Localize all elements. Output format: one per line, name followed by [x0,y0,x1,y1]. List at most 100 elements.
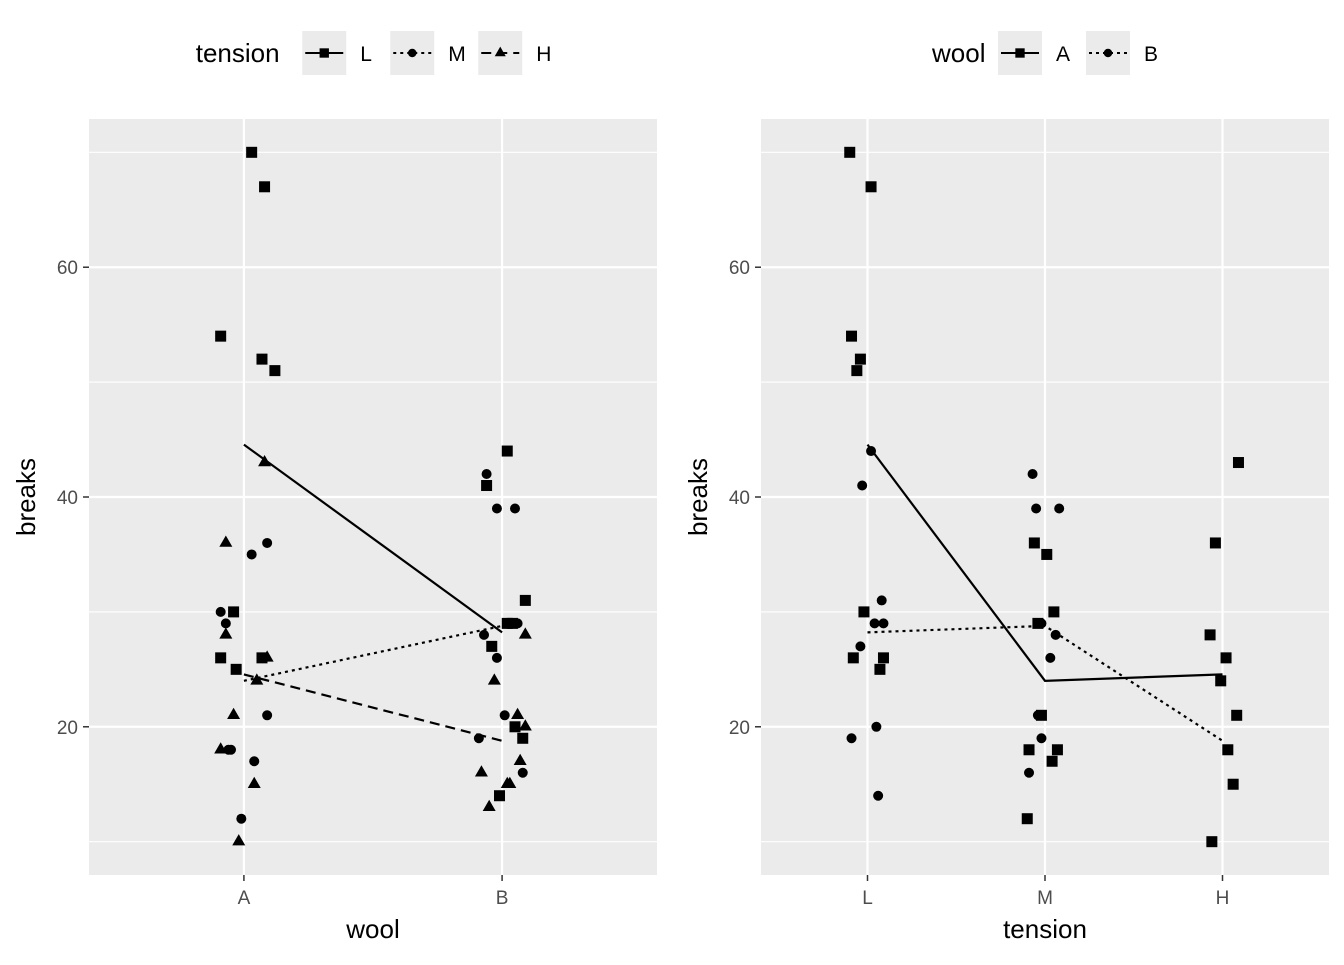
data-point-L [228,606,240,618]
data-point-H [258,455,272,467]
data-point-M [512,618,523,629]
legend-key-marker-A [1015,48,1025,58]
data-point-M [481,469,492,480]
mean-line-L [243,443,503,634]
y-tick-label: 60 [729,258,750,279]
data-point-B [873,790,884,801]
legend-label-B: B [1144,43,1158,66]
y-tick-label: 20 [57,718,78,739]
data-point-M [246,549,257,560]
data-point-A [1048,606,1060,618]
x-tick-label: A [238,888,251,909]
data-point-L [215,330,227,342]
data-point-M [215,606,226,617]
legend-key-marker-M [408,48,417,58]
data-point-H [232,834,246,846]
data-point-B [1036,733,1047,744]
data-point-M [236,813,247,824]
data-point-A [1220,652,1232,664]
y-tick-label: 40 [729,488,750,509]
data-point-B [871,721,882,732]
legend-label-M: M [448,43,466,66]
legend: wool A B [931,31,1158,75]
legend-key-marker-B [1103,48,1113,58]
data-point-A [1021,813,1033,825]
data-point-B [869,618,880,629]
data-point-B [876,595,887,606]
data-point-A [1051,744,1063,756]
data-point-M [220,618,231,629]
data-point-A [1028,537,1040,549]
y-tick-label: 40 [57,488,78,509]
data-point-M [510,503,520,514]
data-point-M [473,733,484,744]
x-tick-label: B [496,888,509,909]
data-point-H [511,707,525,720]
y-tick-label: 20 [729,718,750,739]
x-axis-title: wool [345,914,399,944]
data-point-L [246,146,258,158]
data-point-B [878,618,889,629]
legend-label-A: A [1056,43,1070,66]
data-point-A [847,652,859,664]
legend-key-marker-H [494,46,506,57]
data-point-B [1027,469,1038,480]
data-point-B [1054,503,1065,514]
y-axis-title: breaks [11,458,41,536]
data-point-A [1222,744,1234,756]
data-point-H [214,742,228,754]
data-point-L [486,640,498,652]
data-point-B [866,446,877,457]
data-point-B [1024,767,1035,778]
data-point-H [500,776,514,788]
data-point-H [518,719,532,731]
data-point-A [865,181,877,193]
data-point-A [854,353,866,365]
data-point-L [230,663,242,675]
data-point-H [513,753,527,766]
data-point-L [259,181,271,193]
data-point-A [1046,755,1058,767]
data-point-A [1231,709,1243,721]
data-point-A [1209,537,1221,549]
y-tick-label: 60 [57,258,78,279]
mean-line-H [243,673,503,742]
legend-label-H: H [536,43,551,66]
x-tick-label: H [1216,888,1230,909]
data-point-L [501,617,513,629]
mean-line-A [866,443,1223,682]
data-point-A [1227,778,1239,790]
data-point-A [1206,836,1218,848]
data-point-H [518,627,532,639]
data-point-M [479,629,490,640]
legend-label-L: L [360,43,372,66]
data-point-B [1045,652,1056,663]
data-point-M [491,652,502,663]
data-point-L [256,353,268,365]
data-point-A [1041,548,1053,560]
data-point-B [855,641,866,652]
data-point-H [247,776,261,788]
data-point-H [219,535,233,547]
data-point-L [481,480,493,492]
data-point-L [215,652,227,664]
data-point-L [256,652,268,664]
x-tick-label: M [1037,888,1053,909]
data-point-B [1050,629,1061,640]
data-point-H [487,673,501,685]
data-point-L [501,445,513,457]
data-point-A [851,365,863,377]
y-axis-title: breaks [683,458,713,536]
data-point-B [846,733,857,744]
mean-line-M [243,624,503,682]
data-point-L [269,365,281,377]
data-point-B [1032,710,1043,721]
data-point-H [227,707,241,720]
data-point-H [219,627,233,639]
data-point-B [1036,618,1047,629]
data-point-H [474,765,488,777]
